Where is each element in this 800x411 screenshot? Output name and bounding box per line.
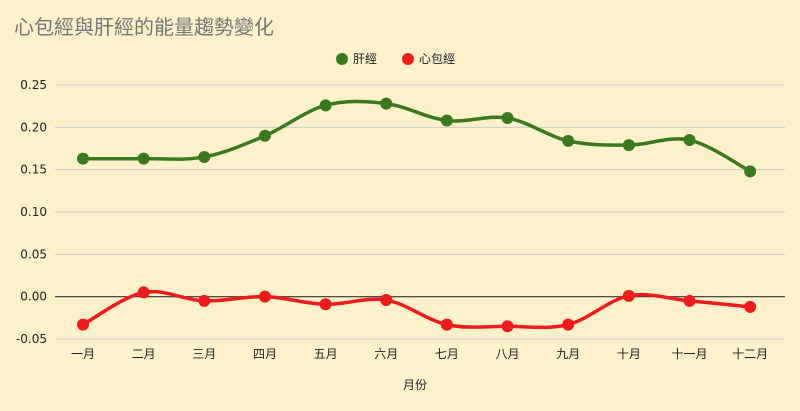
- series-0-point: [501, 112, 514, 125]
- series-0-point: [744, 165, 757, 178]
- series-0-point: [77, 152, 89, 165]
- y-tick-label: 0.05: [20, 247, 47, 261]
- series-1-point: [440, 318, 453, 331]
- x-tick-label: 一月: [71, 347, 95, 361]
- legend-marker: [402, 53, 414, 65]
- y-tick-label: 0.25: [20, 78, 47, 92]
- x-tick-label: 六月: [374, 347, 398, 361]
- series-1-point: [622, 289, 635, 302]
- x-tick-label: 十月: [617, 347, 641, 361]
- x-tick-label: 八月: [496, 347, 520, 361]
- series-0-point: [319, 99, 332, 112]
- y-tick-label: -0.05: [16, 332, 47, 346]
- series-1-point: [501, 320, 514, 333]
- series-1-point: [562, 318, 575, 331]
- x-tick-label: 二月: [132, 347, 156, 361]
- series-1-point: [744, 300, 757, 313]
- series-0-line: [81, 99, 752, 174]
- x-tick-label: 四月: [253, 347, 277, 361]
- y-tick-label: 0.10: [20, 205, 47, 219]
- x-tick-label: 九月: [556, 347, 580, 361]
- series-0-point: [380, 97, 393, 110]
- legend-label: 肝經: [353, 52, 377, 66]
- legend-label: 心包經: [419, 52, 455, 66]
- y-axis: 0.25 0.20 0.15 0.10 0.05 0.00 -0.05: [16, 78, 47, 346]
- series-1-point: [198, 294, 211, 307]
- y-tick-label: 0.20: [20, 120, 47, 134]
- series-0-point: [562, 134, 575, 147]
- y-tick-label: 0.00: [20, 290, 47, 304]
- x-tick-label: 十二月: [732, 347, 768, 361]
- x-tick-label: 十一月: [671, 347, 707, 361]
- grid: [55, 84, 785, 340]
- x-axis: 一月 二月 三月 四月 五月 六月 七月 八月 九月 十月 十一月 十二月: [71, 347, 768, 361]
- series-1-point: [319, 298, 332, 311]
- series-0-point: [622, 139, 635, 152]
- legend: 肝經 心包經: [336, 52, 455, 66]
- y-tick-label: 0.15: [20, 163, 47, 177]
- series-1-point: [137, 286, 150, 299]
- x-tick-label: 三月: [192, 347, 216, 361]
- series-1-point: [380, 294, 393, 307]
- series-0-point: [137, 152, 150, 165]
- series-1-point: [258, 290, 271, 303]
- series-layer: [77, 97, 757, 333]
- series-0-point: [198, 150, 211, 163]
- x-axis-title: 月份: [403, 378, 427, 392]
- x-tick-label: 七月: [435, 347, 459, 361]
- series-0-point: [683, 134, 696, 147]
- x-tick-label: 五月: [314, 347, 338, 361]
- chart-title: 心包經與肝經的能量趨勢變化: [14, 15, 274, 39]
- series-1-point: [77, 318, 89, 331]
- legend-marker: [336, 53, 348, 65]
- series-0-point: [440, 114, 453, 127]
- series-1-point: [683, 294, 696, 307]
- series-0-point: [258, 129, 271, 142]
